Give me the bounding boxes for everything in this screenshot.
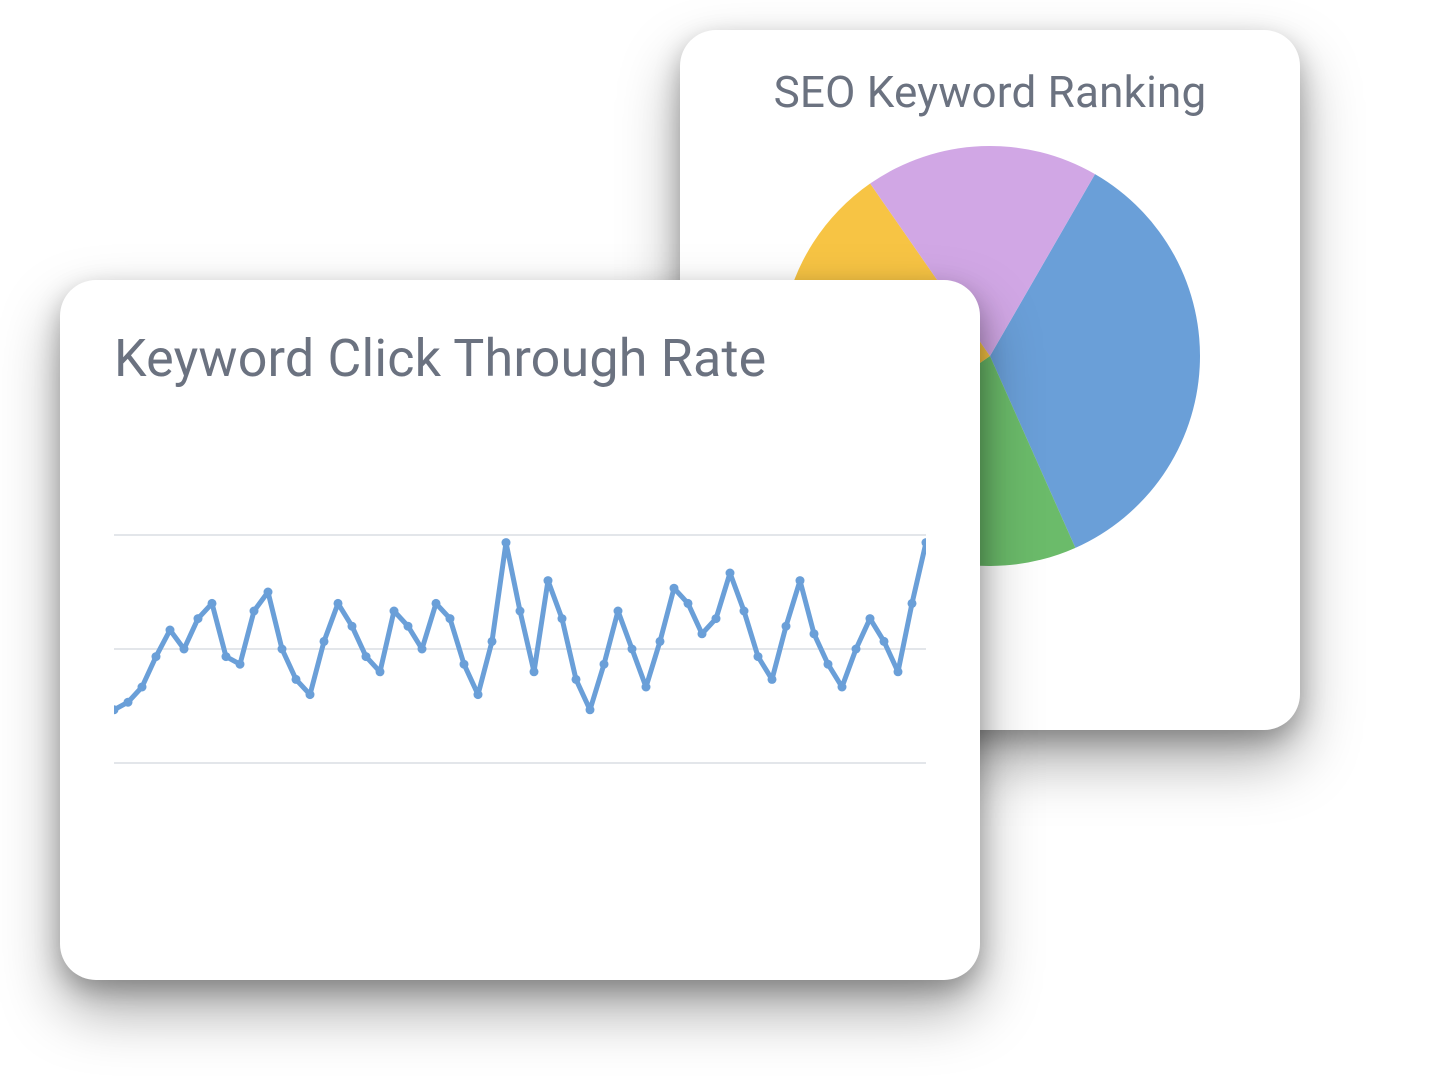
- line-chart: [114, 459, 926, 839]
- data-point: [852, 645, 861, 654]
- data-point: [670, 584, 679, 593]
- data-point: [544, 576, 553, 585]
- ctr-line-series: [114, 543, 926, 710]
- data-point: [502, 538, 511, 547]
- data-point: [208, 599, 217, 608]
- data-point: [180, 645, 189, 654]
- data-point: [908, 599, 917, 608]
- data-point: [376, 667, 385, 676]
- data-point: [222, 652, 231, 661]
- data-point: [194, 614, 203, 623]
- data-point: [474, 690, 483, 699]
- data-point: [446, 614, 455, 623]
- data-point: [754, 652, 763, 661]
- data-point: [278, 645, 287, 654]
- data-point: [418, 645, 427, 654]
- data-point: [264, 588, 273, 597]
- data-point: [838, 683, 847, 692]
- data-point: [530, 667, 539, 676]
- data-point: [432, 599, 441, 608]
- data-point: [236, 660, 245, 669]
- data-point: [390, 607, 399, 616]
- data-point: [698, 629, 707, 638]
- data-point: [866, 614, 875, 623]
- data-point: [320, 637, 329, 646]
- data-point: [782, 622, 791, 631]
- data-point: [810, 629, 819, 638]
- data-point: [572, 675, 581, 684]
- data-point: [460, 660, 469, 669]
- data-point: [152, 652, 161, 661]
- data-point: [138, 683, 147, 692]
- data-point: [880, 637, 889, 646]
- pie-card-title: SEO Keyword Ranking: [720, 66, 1260, 118]
- data-point: [334, 599, 343, 608]
- line-card-title: Keyword Click Through Rate: [114, 328, 926, 389]
- data-point: [600, 660, 609, 669]
- data-point: [292, 675, 301, 684]
- data-point: [614, 607, 623, 616]
- data-point: [642, 683, 651, 692]
- data-point: [894, 667, 903, 676]
- data-point: [824, 660, 833, 669]
- data-point: [488, 637, 497, 646]
- data-point: [250, 607, 259, 616]
- data-point: [362, 652, 371, 661]
- data-point: [684, 599, 693, 608]
- data-point: [306, 690, 315, 699]
- line-chart-container: [114, 459, 926, 839]
- data-point: [516, 607, 525, 616]
- data-point: [712, 614, 721, 623]
- data-point: [768, 675, 777, 684]
- data-point: [586, 705, 595, 714]
- data-point: [656, 637, 665, 646]
- data-point: [796, 576, 805, 585]
- data-point: [726, 569, 735, 578]
- data-point: [628, 645, 637, 654]
- keyword-ctr-card: Keyword Click Through Rate: [60, 280, 980, 980]
- data-point: [558, 614, 567, 623]
- data-point: [124, 698, 133, 707]
- data-point: [166, 626, 175, 635]
- data-point: [404, 622, 413, 631]
- data-point: [348, 622, 357, 631]
- data-point: [922, 538, 927, 547]
- data-point: [740, 607, 749, 616]
